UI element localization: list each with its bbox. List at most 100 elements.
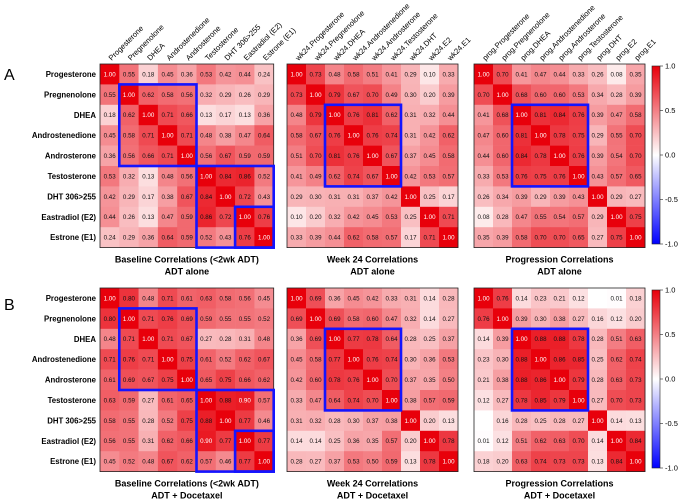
heatmap-cell	[439, 125, 459, 146]
cell-value-label: 0.90	[200, 438, 213, 445]
heatmap-cell	[493, 451, 513, 472]
heatmap-cell	[382, 451, 402, 472]
cell-value-label: 0.41	[515, 71, 528, 78]
cell-value-label: 0.35	[423, 377, 436, 384]
heatmap-cell	[493, 125, 513, 146]
heatmap-cell	[196, 206, 217, 228]
cell-value-label: 0.81	[515, 133, 528, 140]
heatmap-cell	[157, 349, 178, 370]
heatmap-cell	[138, 451, 159, 472]
heatmap-cell	[177, 227, 197, 248]
colorbar-tick-label: -1.0	[665, 240, 678, 249]
heatmap-cell	[607, 84, 627, 106]
heatmap-cell	[531, 369, 551, 391]
heatmap-cell	[363, 64, 383, 85]
cell-value-label: 0.77	[219, 438, 232, 445]
cell-value-label: 0.76	[515, 173, 528, 180]
cell-value-label: 1.00	[496, 92, 509, 99]
heatmap-cell	[439, 451, 459, 472]
cell-value-label: 0.76	[477, 316, 490, 323]
cell-value-label: 0.32	[328, 214, 341, 221]
cell-value-label: 0.84	[610, 459, 623, 466]
heatmap-cell	[325, 104, 345, 126]
heatmap-cell	[344, 227, 364, 248]
heatmap-a2: 1.00 0.73 0.48 0.58 0.51 0.41 0.29 0.10 0.33 0.73…	[286, 1, 473, 277]
heatmap-cell	[512, 227, 532, 248]
heatmap-cell	[325, 390, 345, 411]
cell-value-label: 0.62	[534, 438, 547, 445]
heatmap-cell	[306, 166, 326, 187]
cell-value-label: 1.00	[496, 316, 509, 323]
cell-value-label: 0.60	[366, 316, 379, 323]
cell-value-label: 0.39	[553, 194, 566, 201]
cell-value-label: 0.29	[404, 71, 417, 78]
heatmap-cell	[344, 206, 364, 228]
cell-value-label: 0.64	[162, 235, 175, 242]
cell-value-label: 0.56	[181, 173, 194, 180]
cell-value-label: 0.37	[442, 336, 455, 343]
heatmap-cell	[157, 125, 178, 146]
cell-value-label: 0.39	[591, 153, 604, 160]
cell-value-label: 0.51	[515, 438, 528, 445]
heatmap-cell	[512, 390, 532, 411]
heatmap-cell	[420, 64, 440, 85]
cell-value-label: 0.39	[496, 336, 509, 343]
cell-value-label: 0.48	[142, 295, 155, 302]
cell-value-label: 0.14	[290, 438, 303, 445]
cell-value-label: 0.75	[181, 418, 194, 425]
heatmap-cell	[531, 166, 551, 187]
heatmap-b3: 1.00 0.76 0.14 0.23 0.21 0.12 0.01 0.18 0.76 1.00…	[473, 287, 646, 500]
heatmap-a3: 1.00 0.70 0.41 0.47 0.44 0.33 0.26 0.08 0.35 0.70…	[473, 3, 658, 277]
cell-value-label: 0.58	[123, 133, 136, 140]
row-tick-label: DHT 306>255	[47, 416, 96, 425]
cell-value-label: 0.36	[347, 438, 360, 445]
cell-value-label: 0.45	[366, 214, 379, 221]
cell-value-label: 0.64	[258, 133, 271, 140]
heatmap-cell	[344, 390, 364, 411]
heatmap-cell	[626, 104, 646, 126]
heatmap-cell	[474, 369, 494, 391]
cell-value-label: 0.71	[442, 214, 455, 221]
cell-value-label: 0.78	[553, 133, 566, 140]
cell-value-label: 0.26	[477, 194, 490, 201]
heatmap-cell	[420, 390, 440, 411]
cell-value-label: 0.81	[366, 112, 379, 119]
heatmap-cell	[344, 288, 364, 309]
heatmap-cell	[512, 166, 532, 187]
heatmap-cell	[382, 410, 402, 432]
cell-value-label: 0.73	[629, 377, 642, 384]
heatmap-cell	[215, 390, 236, 411]
heatmap-cell	[287, 64, 307, 85]
cell-value-label: 0.43	[572, 194, 585, 201]
heatmap-cell	[512, 104, 532, 126]
heatmap-cell	[287, 390, 307, 411]
cell-value-label: 0.35	[629, 71, 642, 78]
cell-value-label: 0.72	[219, 214, 232, 221]
heatmap-cell	[439, 328, 459, 350]
cell-value-label: 0.62	[239, 357, 252, 364]
heatmap-cell	[235, 227, 255, 248]
heatmap-cell	[550, 227, 570, 248]
heatmap-cell	[401, 227, 421, 248]
cell-value-label: 0.63	[610, 377, 623, 384]
heatmap-cell	[401, 328, 421, 350]
cell-value-label: 0.42	[347, 214, 360, 221]
heatmap-cell	[474, 410, 494, 432]
cell-value-label: 0.41	[477, 112, 490, 119]
cell-value-label: 0.71	[162, 112, 175, 119]
heatmap-cell	[196, 186, 217, 208]
cell-value-label: 0.25	[423, 336, 436, 343]
cell-value-label: 0.33	[477, 173, 490, 180]
heatmap-cell	[531, 288, 551, 309]
heatmap-cell	[401, 288, 421, 309]
cell-value-label: 0.84	[629, 438, 642, 445]
cell-value-label: 0.47	[610, 112, 623, 119]
heatmap-cell	[531, 64, 551, 85]
cell-value-label: 0.39	[442, 92, 455, 99]
heatmap-cell	[474, 125, 494, 146]
cell-value-label: 0.26	[591, 71, 604, 78]
cell-value-label: 0.76	[366, 357, 379, 364]
heatmap-cell	[531, 410, 551, 432]
cell-value-label: 0.29	[258, 92, 271, 99]
cell-value-label: 1.00	[239, 214, 252, 221]
